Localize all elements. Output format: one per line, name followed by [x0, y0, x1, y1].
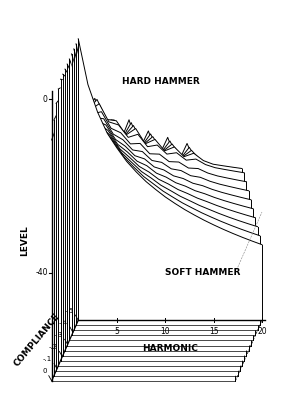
Polygon shape: [63, 74, 247, 356]
Text: HARD HAMMER: HARD HAMMER: [122, 78, 200, 86]
Text: 0: 0: [43, 95, 48, 104]
Text: SOFT HAMMER: SOFT HAMMER: [165, 268, 241, 277]
Polygon shape: [61, 79, 244, 361]
Text: 20: 20: [257, 327, 267, 336]
Text: -.5: -.5: [64, 308, 74, 314]
Text: 0: 0: [42, 369, 47, 374]
Polygon shape: [67, 64, 251, 346]
Text: -.3: -.3: [53, 332, 63, 338]
Text: COMPLIANCE: COMPLIANCE: [12, 312, 61, 369]
Text: -.2: -.2: [48, 344, 58, 350]
Text: 10: 10: [160, 327, 170, 336]
Text: -40: -40: [35, 268, 48, 277]
Text: HARMONIC: HARMONIC: [142, 344, 198, 353]
Text: 5: 5: [115, 327, 119, 336]
Polygon shape: [76, 44, 260, 325]
Text: -.1: -.1: [43, 356, 52, 362]
Polygon shape: [54, 94, 238, 376]
Text: -.4: -.4: [59, 320, 68, 326]
Polygon shape: [65, 69, 249, 351]
Polygon shape: [78, 39, 262, 320]
Polygon shape: [72, 54, 255, 335]
Text: LEVEL: LEVEL: [20, 225, 29, 256]
Polygon shape: [58, 84, 242, 366]
Polygon shape: [56, 89, 240, 371]
Polygon shape: [74, 49, 258, 330]
Polygon shape: [69, 59, 253, 340]
Text: 15: 15: [209, 327, 218, 336]
Polygon shape: [52, 100, 236, 381]
